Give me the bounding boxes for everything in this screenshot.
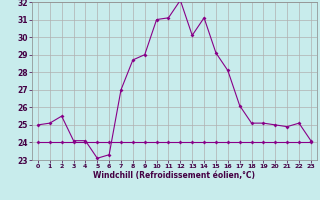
X-axis label: Windchill (Refroidissement éolien,°C): Windchill (Refroidissement éolien,°C) [93,171,255,180]
